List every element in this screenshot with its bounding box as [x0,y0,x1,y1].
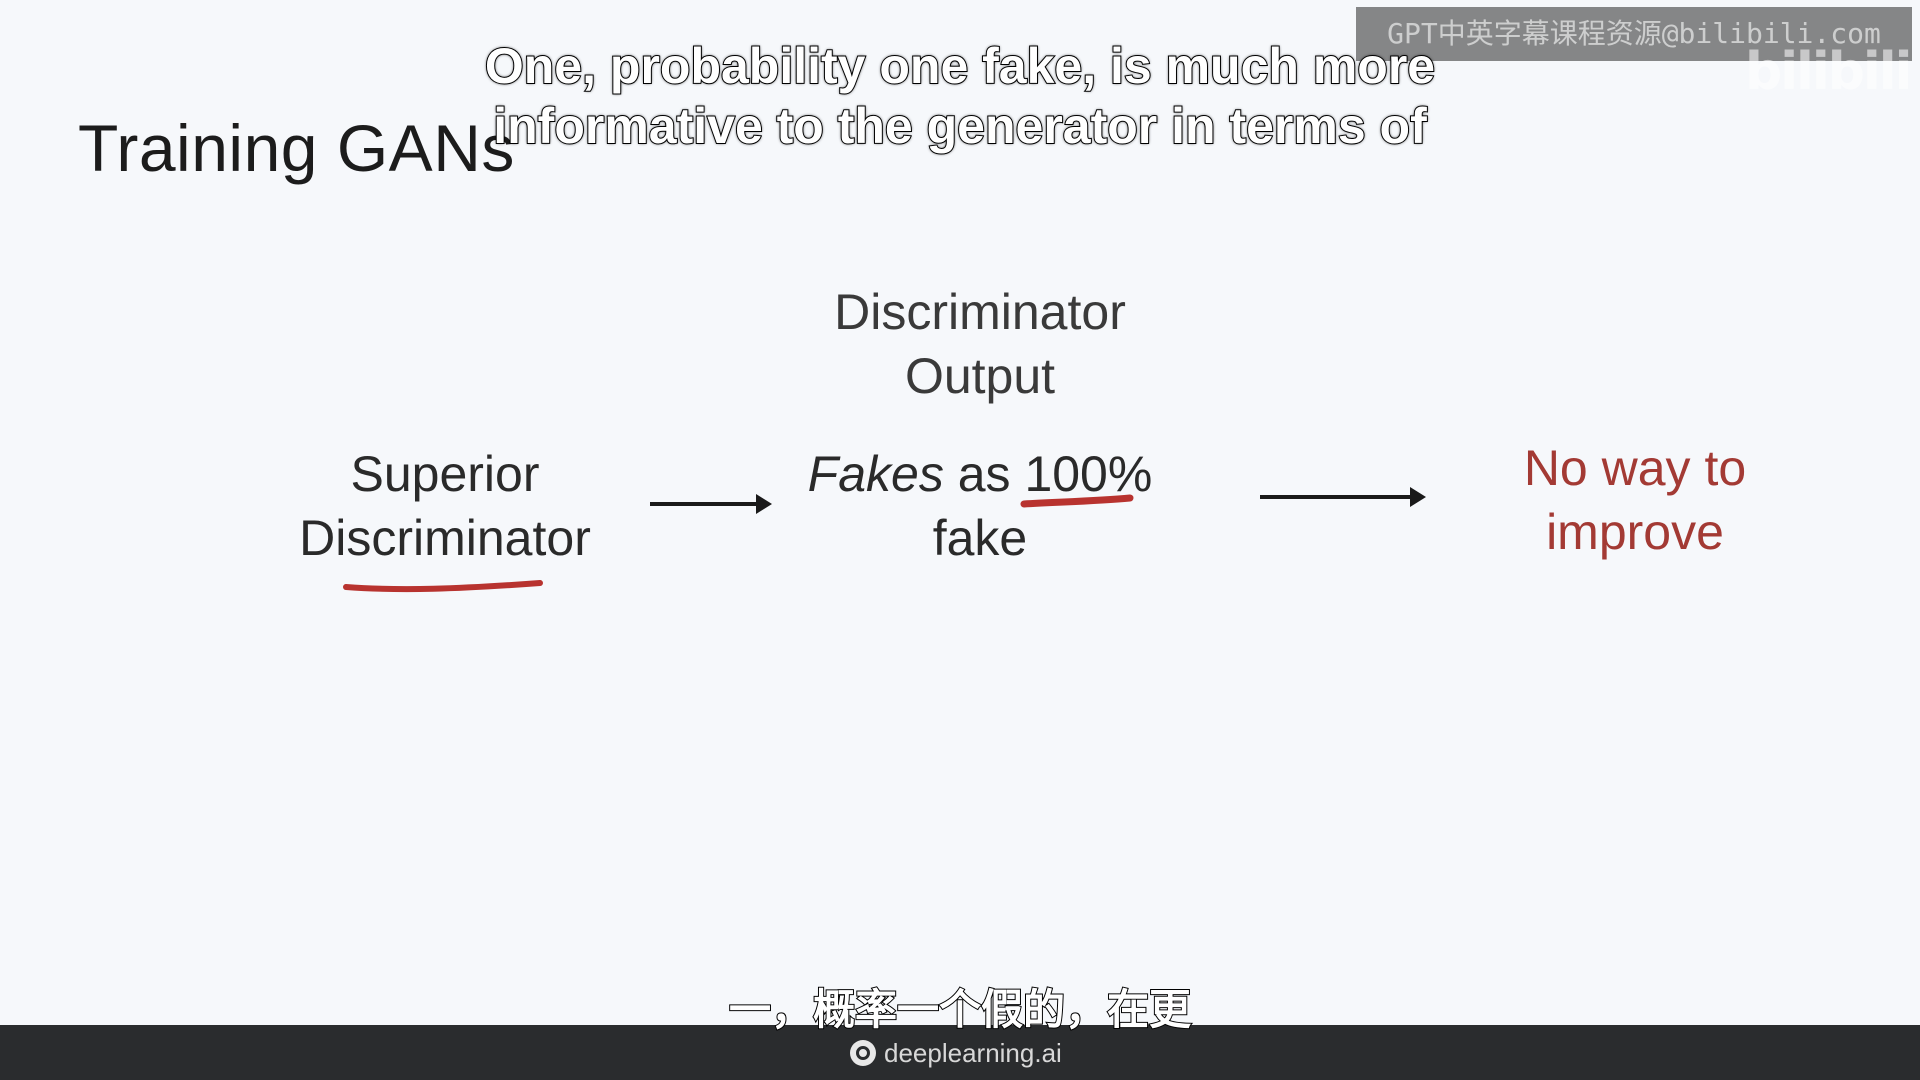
center-header-line1: Discriminator [834,284,1126,340]
percent-value: 100% [1024,446,1153,502]
fakes-word: Fakes [807,446,944,502]
chinese-subtitle: 一，概率一个假的，在更 [728,984,1192,1035]
footer-bar [0,1025,1920,1080]
watermark-banner: GPT中英字幕课程资源@bilibili.com [1356,7,1912,61]
center-node-line2: fake [932,510,1028,566]
no-way-to-improve-node: No way to improve [1440,436,1830,564]
discriminator-underline [343,580,543,593]
right-node-line1: No way to [1523,440,1747,496]
as-word: as [943,446,1025,502]
discriminator-output-header: Discriminator Output [780,280,1180,408]
right-node-line2: improve [1546,504,1724,560]
footer-brand: deeplearning.ai [850,1035,1062,1071]
arrow-to-result [1260,487,1426,507]
english-subtitle-line1: One, probability one fake, is much more [484,37,1436,95]
fakes-as-fake-node: Fakes as 100% fake [780,442,1180,570]
center-header-line2: Output [904,348,1056,404]
slide-title: Training GANs [78,111,515,185]
brand-label: deeplearning.ai [884,1037,1062,1068]
deeplearning-logo-icon [850,1040,876,1066]
arrow-to-output [650,494,772,514]
left-node-line2: Discriminator [299,510,591,566]
superior-discriminator-node: Superior Discriminator [250,442,640,570]
left-node-line1: Superior [350,446,540,502]
slide-canvas: Training GANs Superior Discriminator Dis… [78,111,1830,593]
bilibili-logo-icon: bilibili [1745,42,1912,102]
english-subtitle: One, probability one fake, is much more … [440,36,1480,156]
percent-underline [1020,494,1134,508]
center-node-line1: Fakes as 100% [780,442,1180,506]
english-subtitle-line2: informative to the generator in terms of [492,97,1427,155]
